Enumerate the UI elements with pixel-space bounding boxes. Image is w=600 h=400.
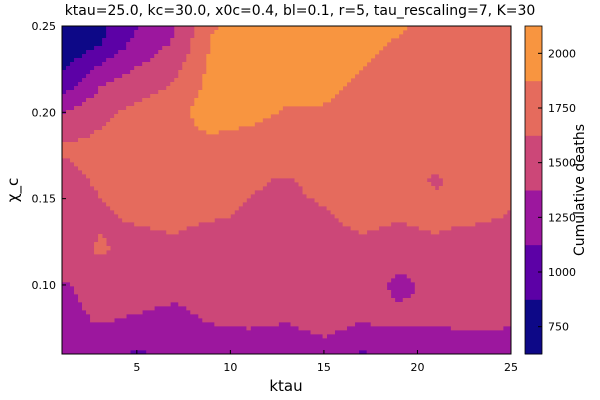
contour-band-2 bbox=[62, 26, 511, 354]
contour-band-3 bbox=[62, 26, 511, 339]
colorbar-tick-label: 750 bbox=[548, 321, 569, 334]
colorbar-tick-label: 1750 bbox=[548, 102, 576, 115]
colorbar-frame bbox=[524, 25, 543, 355]
chart-title: ktau=25.0, kc=30.0, x0c=0.4, bl=0.1, r=5… bbox=[65, 3, 536, 19]
x-tick-label: 20 bbox=[410, 361, 424, 374]
plot-frame bbox=[61, 25, 512, 355]
contour-band-5 bbox=[190, 26, 408, 135]
x-axis-ticks: 5 10 15 20 25 bbox=[133, 350, 518, 374]
y-axis-label: χ_c bbox=[4, 178, 23, 202]
y-tick-label: 0.15 bbox=[32, 193, 57, 206]
colorbar-band-1 bbox=[525, 244, 542, 300]
contour-band-0 bbox=[62, 26, 107, 71]
contour-band-1 bbox=[62, 26, 368, 354]
colorbar-ticks: 750 1000 1250 1500 1750 2000 bbox=[538, 47, 576, 334]
x-tick-label: 25 bbox=[504, 361, 518, 374]
colorbar-tick-label: 1500 bbox=[548, 157, 576, 170]
y-axis-ticks: 0.10 0.15 0.20 0.25 bbox=[32, 20, 66, 292]
x-tick-label: 10 bbox=[223, 361, 237, 374]
contour-fills bbox=[62, 26, 511, 354]
colorbar bbox=[524, 25, 543, 355]
colorbar-tick-label: 1000 bbox=[548, 266, 576, 279]
colorbar-tick-label: 1250 bbox=[548, 211, 576, 224]
y-tick-label: 0.20 bbox=[32, 106, 57, 119]
colorbar-tick-label: 2000 bbox=[548, 47, 576, 60]
colorbar-band-2 bbox=[525, 190, 542, 246]
colorbar-band-4 bbox=[525, 80, 542, 136]
y-tick-label: 0.25 bbox=[32, 20, 57, 33]
x-tick-label: 15 bbox=[317, 361, 331, 374]
y-tick-label: 0.10 bbox=[32, 279, 57, 292]
x-tick-label: 5 bbox=[133, 361, 140, 374]
colorbar-band-5 bbox=[525, 26, 542, 82]
x-axis-label: ktau bbox=[269, 377, 302, 395]
colorbar-band-0 bbox=[525, 299, 542, 355]
colorbar-band-3 bbox=[525, 135, 542, 191]
colorbar-label: Cumulative deaths bbox=[572, 124, 588, 256]
contour-band-4 bbox=[62, 26, 511, 255]
